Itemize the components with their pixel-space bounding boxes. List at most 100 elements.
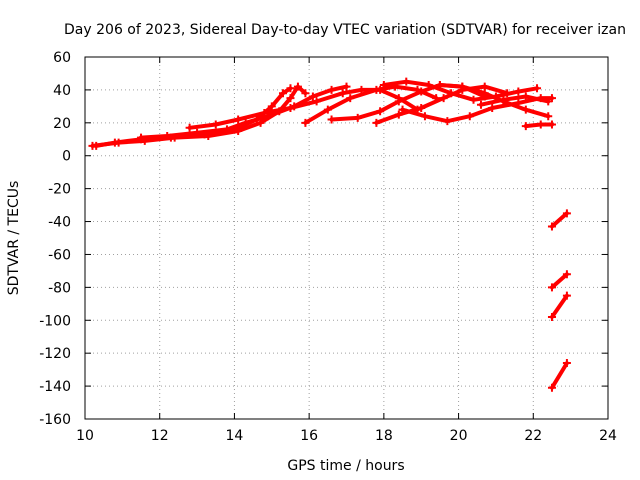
data-point: [211, 120, 220, 129]
data-point: [346, 94, 355, 103]
data-point: [547, 312, 556, 321]
data-point: [338, 89, 347, 98]
data-point: [278, 89, 287, 98]
y-tick-label: -60: [48, 247, 71, 263]
data-point: [353, 113, 362, 122]
data-point: [547, 120, 556, 129]
data-point: [521, 92, 530, 101]
x-tick-label: 10: [76, 428, 94, 444]
data-point: [562, 270, 571, 279]
data-point: [547, 383, 556, 392]
y-axis-title: SDTVAR / TECUs: [6, 181, 22, 296]
grid: [85, 57, 608, 419]
data-point: [286, 84, 295, 93]
data-point: [562, 359, 571, 368]
data-point: [465, 112, 474, 121]
data-point: [547, 283, 556, 292]
series-arc-13: [550, 211, 569, 229]
data-point: [372, 85, 381, 94]
data-point: [342, 82, 351, 91]
y-tick-label: 20: [53, 116, 71, 132]
data-point: [458, 82, 467, 91]
series-arc-16: [550, 361, 569, 390]
data-point: [443, 117, 452, 126]
data-point: [379, 80, 388, 89]
data-point: [301, 89, 310, 98]
data-point: [447, 89, 456, 98]
data-point: [562, 291, 571, 300]
data-point: [286, 104, 295, 113]
data-point: [394, 97, 403, 106]
x-axis-title: GPS time / hours: [287, 458, 404, 474]
data-point: [301, 118, 310, 127]
x-tick-label: 24: [599, 428, 617, 444]
x-tick-labels: 10 12 14 16 18 20 22 24: [76, 428, 617, 444]
y-tick-label: -120: [39, 346, 71, 362]
data-point: [402, 77, 411, 86]
data-point: [488, 104, 497, 113]
x-tick-label: 18: [375, 428, 393, 444]
y-tick-label: 40: [53, 83, 71, 99]
data-point: [514, 87, 523, 96]
data-point: [222, 125, 231, 134]
data-point: [163, 131, 172, 140]
data-point: [544, 112, 553, 121]
data-point: [435, 80, 444, 89]
y-tick-label: -80: [48, 280, 71, 296]
plot-frame: [84, 56, 609, 420]
data-point: [547, 222, 556, 231]
data-point: [398, 105, 407, 114]
data-point: [293, 82, 302, 91]
data-point: [234, 127, 243, 136]
x-tick-label: 20: [450, 428, 468, 444]
data-point: [260, 108, 269, 117]
y-tick-label: -40: [48, 215, 71, 231]
data-point: [327, 85, 336, 94]
plot-series: [88, 77, 571, 392]
data-point: [476, 100, 485, 109]
x-tick-label: 12: [151, 428, 169, 444]
data-point: [323, 105, 332, 114]
x-tick-label: 22: [524, 428, 542, 444]
y-tick-label: -160: [39, 412, 71, 428]
data-point: [521, 105, 530, 114]
data-point: [533, 84, 542, 93]
data-point: [469, 95, 478, 104]
data-point: [312, 97, 321, 106]
data-point: [267, 102, 276, 111]
y-tick-label: 0: [62, 149, 71, 165]
data-point: [234, 115, 243, 124]
data-point: [536, 120, 545, 129]
data-point: [521, 122, 530, 131]
y-tick-label: -100: [39, 313, 71, 329]
data-point: [88, 141, 97, 150]
data-point: [417, 104, 426, 113]
data-point: [439, 94, 448, 103]
series-arc-14: [550, 272, 569, 290]
y-tick-label: -140: [39, 379, 71, 395]
data-point: [424, 80, 433, 89]
y-tick-labels: 60 40 20 0 -20 -40 -60 -80 -100 -120 -140 -160: [39, 50, 71, 428]
data-point: [394, 110, 403, 119]
data-point: [499, 95, 508, 104]
series-arc-11: [479, 94, 551, 107]
series-arc-3: [139, 84, 349, 140]
data-point: [480, 89, 489, 98]
data-point: [185, 123, 194, 132]
data-point: [286, 94, 295, 103]
x-tick-label: 14: [226, 428, 244, 444]
data-point: [420, 112, 429, 121]
data-point: [417, 87, 426, 96]
data-point: [308, 92, 317, 101]
data-point: [372, 118, 381, 127]
y-tick-label: -20: [48, 182, 71, 198]
y-tick-label: 60: [53, 50, 71, 66]
data-point: [562, 209, 571, 218]
axis-ticks: [84, 56, 609, 420]
data-point: [327, 115, 336, 124]
data-point: [241, 118, 250, 127]
data-point: [114, 138, 123, 147]
data-point: [193, 128, 202, 137]
series-arc-15: [550, 293, 569, 319]
